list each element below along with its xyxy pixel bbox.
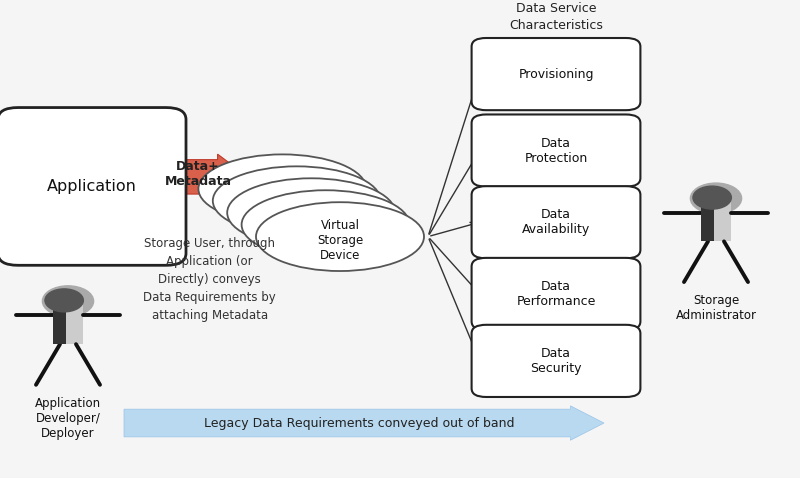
Text: Data
Availability: Data Availability — [522, 208, 590, 236]
FancyBboxPatch shape — [471, 325, 640, 397]
Circle shape — [45, 289, 83, 312]
FancyArrow shape — [162, 154, 248, 200]
Text: Storage User, through
Application (or
Directly) conveys
Data Requirements by
att: Storage User, through Application (or Di… — [143, 237, 276, 322]
Text: Virt...: Virt... — [315, 212, 336, 220]
Text: Application
Developer/
Deployer: Application Developer/ Deployer — [35, 397, 101, 440]
Text: Data Service
Characteristics: Data Service Characteristics — [509, 2, 603, 32]
Text: Virt...: Virt... — [301, 200, 322, 208]
Text: Storage
Administrator: Storage Administrator — [675, 294, 757, 322]
Ellipse shape — [242, 190, 410, 259]
Text: Data+
Metadata: Data+ Metadata — [165, 161, 232, 188]
Ellipse shape — [256, 202, 424, 271]
Text: Data
Performance: Data Performance — [516, 280, 596, 308]
Circle shape — [693, 186, 731, 209]
FancyBboxPatch shape — [471, 258, 640, 330]
Ellipse shape — [213, 166, 381, 235]
Text: Data
Protection: Data Protection — [524, 137, 588, 164]
FancyBboxPatch shape — [471, 38, 640, 110]
FancyBboxPatch shape — [53, 301, 66, 344]
Text: Legacy Data Requirements conveyed out of band: Legacy Data Requirements conveyed out of… — [204, 416, 514, 430]
FancyBboxPatch shape — [471, 186, 640, 258]
Text: Application: Application — [47, 179, 137, 194]
Text: Data
Security: Data Security — [530, 347, 582, 375]
FancyArrow shape — [124, 406, 604, 440]
Text: Virt...: Virt... — [286, 188, 307, 196]
Text: Virtual
Storage
Device: Virtual Storage Device — [317, 219, 363, 262]
Ellipse shape — [227, 178, 395, 247]
FancyBboxPatch shape — [701, 198, 731, 241]
Circle shape — [42, 286, 94, 316]
FancyBboxPatch shape — [53, 301, 83, 344]
FancyBboxPatch shape — [0, 108, 186, 265]
FancyBboxPatch shape — [701, 198, 714, 241]
Text: Virt...: Virt... — [272, 176, 293, 185]
Circle shape — [690, 183, 742, 214]
Text: Provisioning: Provisioning — [518, 67, 594, 81]
Ellipse shape — [198, 154, 366, 223]
FancyBboxPatch shape — [471, 115, 640, 187]
